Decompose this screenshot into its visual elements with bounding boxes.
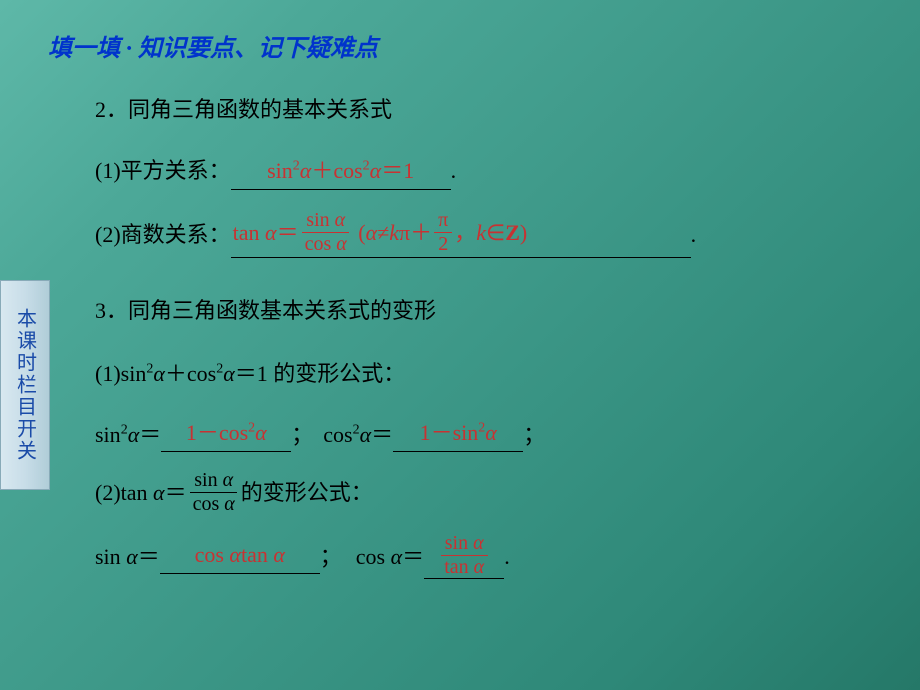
sub1-answer-blank: sin2α＋cos2α＝1 [231, 154, 451, 190]
section-3-sub1-label: (1)sin2α＋cos2α＝1 的变形公式： [95, 357, 880, 390]
s31-a1: 1－cos2α [186, 420, 267, 445]
s32-period: . [504, 540, 510, 573]
section-3-sub1-line: sin2α＝ 1－cos2α ； cos2α＝ 1－sin2α ； [95, 416, 880, 452]
s32-frac-num: sin α [190, 470, 237, 493]
s31-semi2: ； [523, 418, 545, 451]
s32-a2-num: sin α [441, 533, 488, 556]
main-content: 2．同角三角函数的基本关系式 (1)平方关系： sin2α＋cos2α＝1 . … [0, 63, 920, 579]
page-header: 填一填 · 知识要点、记下疑难点 [0, 0, 920, 63]
s31-a2-blank: 1－sin2α [393, 416, 523, 452]
s32-p2: cos α＝ [356, 540, 424, 573]
s31-semi1: ； [291, 418, 313, 451]
s32-pre: (2)tan α＝ [95, 476, 187, 509]
sub2-answer-blank: tan α＝ sin α cos α (α≠kπ＋ π 2 ，k∈Z) [231, 210, 691, 258]
s32-a1-blank: cos αtan α [160, 538, 320, 574]
section-3-sub2-line: sin α＝ cos αtan α ； cos α＝ sin α tan α . [95, 533, 880, 579]
s32-p1: sin α＝ [95, 540, 160, 573]
sub2-cond: (α≠kπ＋ [353, 216, 432, 249]
s32-semi1: ； [320, 540, 342, 573]
sidebar-tab[interactable]: 本课时栏目开关 [0, 280, 50, 490]
sub2-pi-den: 2 [434, 233, 452, 255]
s32-frac-den: cos α [189, 493, 239, 515]
s32-frac: sin α cos α [189, 470, 239, 515]
section-2: 2．同角三角函数的基本关系式 (1)平方关系： sin2α＋cos2α＝1 . … [95, 93, 880, 258]
sub2-frac: sin α cos α [301, 210, 351, 255]
s31-a1-blank: 1－cos2α [161, 416, 291, 452]
section-2-sub2: (2)商数关系： tan α＝ sin α cos α (α≠kπ＋ π 2 ，… [95, 210, 880, 258]
s32-a2-blank: sin α tan α [424, 533, 504, 579]
s32-a1: cos αtan α [195, 542, 285, 567]
section-2-num: 2． [95, 97, 128, 122]
s32-a2-den: tan α [440, 556, 488, 578]
sub2-answer: tan α＝ sin α cos α (α≠kπ＋ π 2 ，k∈Z) [233, 210, 528, 255]
s32-a2-frac: sin α tan α [440, 533, 488, 578]
section-2-title: 同角三角函数的基本关系式 [128, 97, 392, 122]
sub1-answer: sin2α＋cos2α＝1 [267, 158, 414, 183]
sub2-label: (2)商数关系： [95, 218, 231, 251]
section-3-sub2-label: (2)tan α＝ sin α cos α 的变形公式： [95, 470, 880, 515]
section-2-sub1: (1)平方关系： sin2α＋cos2α＝1 . [95, 154, 880, 190]
sub2-period: . [691, 218, 697, 251]
sidebar-label: 本课时栏目开关 [11, 308, 40, 462]
sub2-tan: tan α＝ [233, 216, 299, 249]
sub31-label: (1)sin2α＋cos2α＝1 的变形公式： [95, 361, 405, 386]
sub1-period: . [451, 154, 457, 187]
sub1-label: (1)平方关系： [95, 154, 231, 187]
s31-p2: cos2α＝ [323, 418, 393, 451]
sub2-cond-close: ，k∈Z) [454, 216, 527, 249]
s31-p1: sin2α＝ [95, 418, 161, 451]
s32-post: 的变形公式： [241, 476, 373, 509]
sub2-frac-den: cos α [301, 233, 351, 255]
sub2-pi-num: π [434, 210, 452, 233]
s31-a2: 1－sin2α [420, 420, 497, 445]
sub2-frac-num: sin α [302, 210, 349, 233]
section-3: 3．同角三角函数基本关系式的变形 (1)sin2α＋cos2α＝1 的变形公式：… [95, 294, 880, 579]
sub2-pifrac: π 2 [434, 210, 452, 255]
section-3-title: 同角三角函数基本关系式的变形 [128, 298, 436, 323]
section-3-num: 3． [95, 298, 128, 323]
